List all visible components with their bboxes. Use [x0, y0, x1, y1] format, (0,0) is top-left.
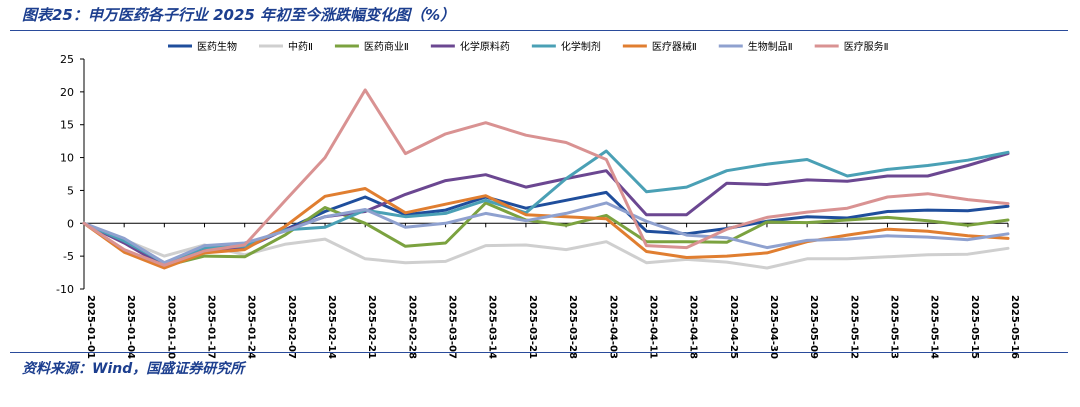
legend-label: 医疗器械Ⅱ: [652, 40, 697, 53]
series-line: [82, 88, 1010, 267]
legend-label: 生物制品Ⅱ: [748, 40, 793, 53]
x-tick-label: 2025-04-25: [728, 295, 739, 359]
y-tick-label: 10: [60, 152, 74, 165]
x-tick-label: 2025-04-18: [688, 295, 699, 359]
y-tick-label: -5: [63, 250, 74, 263]
series-line: [82, 201, 1010, 265]
x-tick-label: 2025-01-01: [85, 295, 96, 359]
x-tick-label: 2025-05-15: [969, 295, 980, 359]
y-tick-label: 5: [67, 184, 74, 197]
title-rule: [10, 30, 1068, 31]
x-tick-label: 2025-05-13: [888, 295, 899, 359]
legend-label: 中药Ⅱ: [288, 40, 313, 53]
x-axis: 2025-01-01 2025-01-04 2025-01-10 2025-01-17…: [83, 222, 1020, 359]
x-tick-label: 2025-01-17: [206, 295, 217, 359]
x-tick-label: 2025-01-10: [165, 295, 176, 359]
legend-label: 医疗服务Ⅱ: [844, 40, 889, 53]
y-tick-label: 20: [60, 86, 74, 99]
x-tick-label: 2025-04-11: [647, 295, 658, 359]
legend-label: 化学制剂: [561, 40, 601, 53]
source-rule: [10, 352, 1068, 353]
x-tick-label: 2025-01-24: [246, 295, 257, 359]
series-line: [82, 201, 1010, 268]
x-tick-label: 2025-03-07: [447, 295, 458, 359]
x-tick-label: 2025-05-12: [848, 295, 859, 359]
x-tick-label: 2025-05-09: [808, 295, 819, 359]
legend-label: 化学原料药: [460, 40, 510, 53]
x-tick-label: 2025-04-30: [768, 295, 779, 359]
source-note: 资料来源：Wind，国盛证券研究所: [22, 361, 245, 377]
x-tick-label: 2025-03-21: [527, 295, 538, 359]
x-tick-label: 2025-02-07: [286, 295, 297, 359]
x-tick-label: 2025-04-03: [607, 295, 618, 359]
chart-legend: 医药生物 中药Ⅱ 医药商业Ⅱ 化学原料药 化学制剂 医疗器械Ⅱ 生物制品Ⅱ 医疗服务Ⅱ: [168, 40, 889, 53]
x-tick-label: 2025-02-21: [366, 295, 377, 359]
x-tick-label: 2025-01-04: [125, 295, 136, 359]
series-lines: [82, 88, 1010, 270]
x-tick-label: 2025-05-16: [1009, 295, 1020, 359]
y-tick-label: 0: [67, 217, 74, 230]
legend-label: 医药商业Ⅱ: [364, 40, 409, 53]
x-tick-label: 2025-03-14: [487, 295, 498, 359]
x-tick-label: 2025-03-28: [567, 295, 578, 359]
legend-label: 医药生物: [197, 40, 237, 53]
series-line: [82, 221, 1010, 270]
x-tick-label: 2025-05-14: [929, 295, 940, 359]
figure-title: 图表25：申万医药各子行业 2025 年初至今涨跌幅变化图（%）: [22, 6, 456, 24]
y-tick-label: 25: [60, 53, 74, 66]
x-tick-label: 2025-02-14: [326, 295, 337, 359]
y-axis: -10 -5 0 5 10 15 20 25: [56, 53, 85, 296]
x-tick-label: 2025-02-28: [406, 295, 417, 359]
y-tick-label: -10: [56, 283, 74, 296]
y-tick-label: 15: [60, 119, 74, 132]
